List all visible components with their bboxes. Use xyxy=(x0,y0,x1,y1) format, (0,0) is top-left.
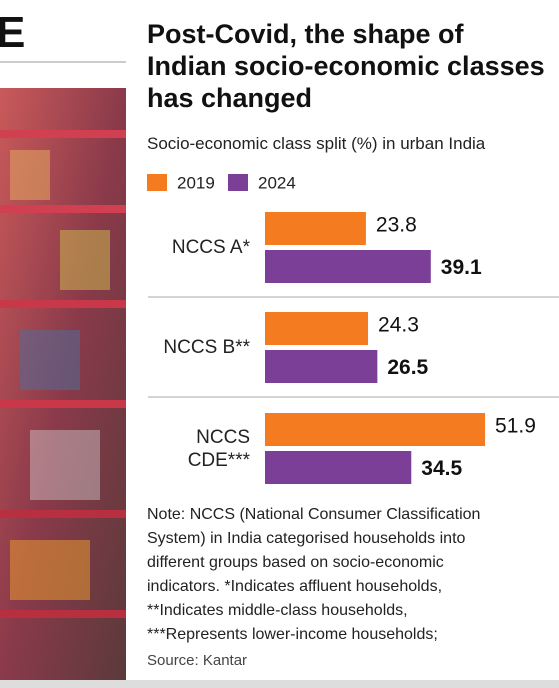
category-label: NCCS B** xyxy=(163,337,250,358)
value-label: 51.9 xyxy=(495,415,536,438)
bar xyxy=(265,451,412,484)
category-label: NCCS A* xyxy=(171,237,250,258)
legend-swatch xyxy=(147,174,167,191)
bar xyxy=(265,312,369,345)
bar xyxy=(265,250,431,283)
note-line: Note: NCCS (National Consumer Classifica… xyxy=(147,506,481,523)
category-label: NCCS CDE*** xyxy=(187,426,250,471)
bar xyxy=(265,212,366,245)
note-line: **Indicates middle-class households, xyxy=(147,602,408,619)
value-label: 24.3 xyxy=(378,314,419,337)
note-line: indicators. *Indicates affluent househol… xyxy=(147,578,443,595)
photo xyxy=(0,88,126,688)
value-label: 39.1 xyxy=(441,256,482,279)
footer-band xyxy=(0,680,559,688)
note-line: different groups based on socio-economic xyxy=(147,554,444,571)
note-line: ***Represents lower-income households; xyxy=(147,626,438,643)
value-label: 34.5 xyxy=(421,457,462,480)
legend-label: 2019 xyxy=(177,173,215,192)
bar xyxy=(265,350,378,383)
heading-fragment: E xyxy=(0,8,26,57)
chart-title: Post-Covid, the shape of Indian socio-ec… xyxy=(147,19,545,113)
value-label: 26.5 xyxy=(387,356,428,379)
note-line: System) in India categorised households … xyxy=(147,530,466,547)
bar xyxy=(265,413,486,446)
source: Source: Kantar xyxy=(147,652,248,669)
value-label: 23.8 xyxy=(376,214,417,237)
legend-label: 2024 xyxy=(258,173,296,192)
chart-subtitle: Socio-economic class split (%) in urban … xyxy=(147,134,486,153)
legend-swatch xyxy=(228,174,248,191)
